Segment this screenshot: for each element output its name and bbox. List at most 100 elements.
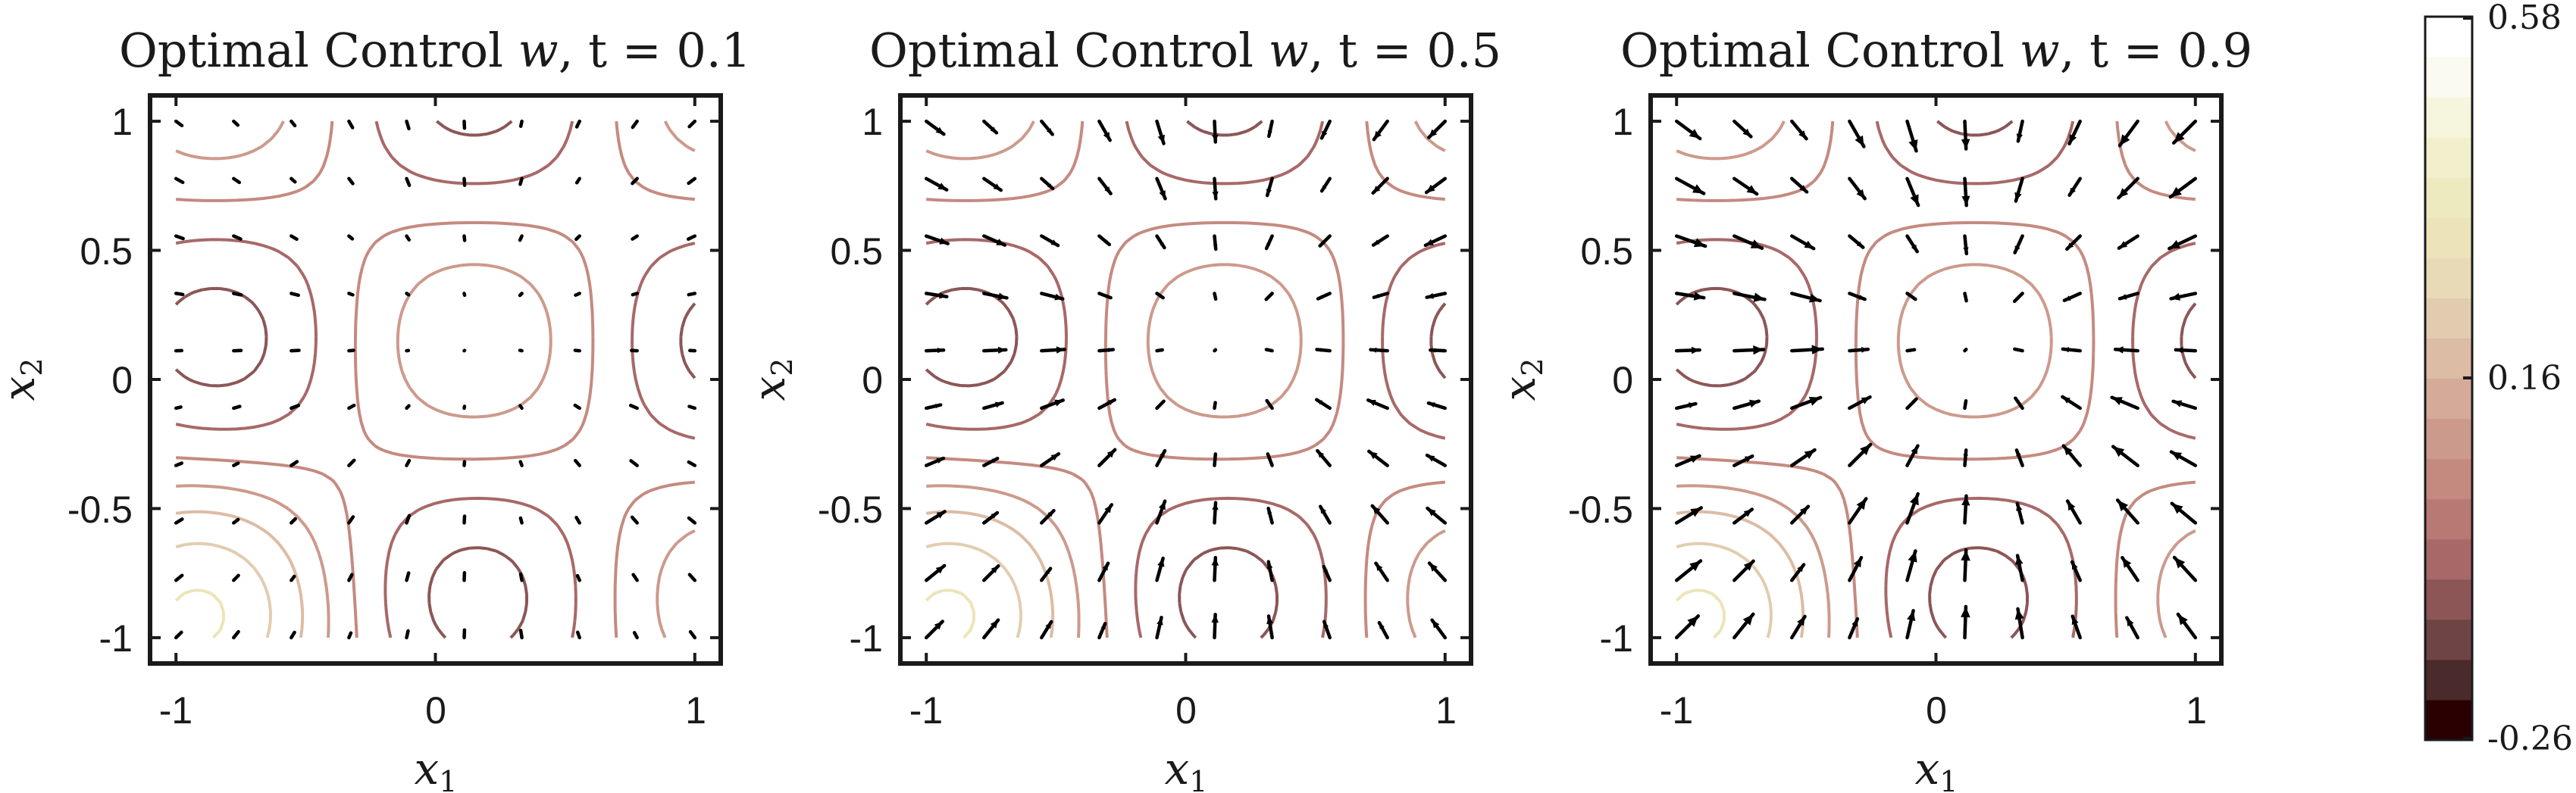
control-arrow — [347, 234, 355, 241]
control-arrowhead — [1050, 454, 1059, 461]
control-arrowhead — [1266, 401, 1270, 404]
control-arrowhead — [352, 349, 354, 351]
control-arrowhead — [688, 180, 692, 183]
control-arrowhead — [631, 461, 634, 464]
control-arrowhead — [352, 405, 355, 407]
control-arrowhead — [2115, 346, 2124, 354]
control-arrow — [574, 292, 581, 297]
control-arrowhead — [2120, 294, 2127, 300]
control-arrowhead — [1316, 399, 1323, 405]
control-arrowhead — [1911, 398, 1917, 404]
control-arrowhead — [937, 183, 947, 190]
control-arrowhead — [1961, 606, 1970, 618]
panel-2: Optimal Control w, t = 0.5 -1 0 1 1 0.5 … — [743, 23, 1501, 793]
control-arrowhead — [406, 631, 409, 634]
control-arrowhead — [350, 181, 353, 184]
control-arrowhead — [1856, 498, 1867, 510]
control-arrowhead — [2015, 398, 2020, 403]
control-arrowhead — [1379, 623, 1385, 629]
control-arrowhead — [1910, 194, 1919, 206]
control-arrowhead — [236, 519, 239, 522]
colorbar-max-label: 0.58 — [2487, 0, 2562, 37]
control-arrowhead — [689, 123, 693, 127]
control-arrowhead — [236, 463, 239, 465]
control-arrowhead — [1322, 130, 1328, 139]
colorbar-swatch — [2425, 418, 2472, 460]
control-arrowhead — [1214, 296, 1216, 299]
control-arrowhead — [180, 292, 183, 295]
control-arrowhead — [2071, 561, 2078, 570]
control-arrowhead — [1804, 240, 1814, 249]
ticks — [150, 95, 721, 663]
control-arrowhead — [2120, 134, 2130, 146]
control-arrow — [518, 460, 524, 467]
control-arrowhead — [2174, 132, 2185, 143]
control-arrowhead — [1693, 292, 1704, 301]
control-arrowhead — [293, 632, 295, 635]
control-arrowhead — [1267, 454, 1272, 459]
control-arrowhead — [632, 237, 635, 239]
control-arrowhead — [1861, 397, 1870, 404]
control-arrowhead — [1102, 563, 1109, 571]
control-arrowhead — [407, 183, 410, 186]
control-arrowhead — [1963, 450, 1968, 456]
control-arrowhead — [407, 515, 410, 519]
control-arrowhead — [690, 349, 692, 351]
control-arrowhead — [1214, 402, 1216, 405]
control-arrowhead — [237, 236, 241, 239]
control-arrowhead — [1427, 508, 1436, 517]
control-arrowhead — [689, 574, 693, 578]
colorbar-swatches — [2425, 17, 2472, 741]
control-arrowhead — [1856, 189, 1865, 199]
control-arrowhead — [1425, 239, 1434, 245]
y-tick-label: -0.5 — [67, 489, 133, 531]
colorbar-swatch — [2425, 579, 2472, 620]
control-arrowhead — [406, 573, 409, 576]
control-arrowhead — [179, 123, 182, 126]
control-arrowhead — [2014, 608, 2024, 620]
control-arrowhead — [995, 401, 1003, 408]
control-arrowhead — [1316, 348, 1322, 352]
control-arrowhead — [1369, 451, 1378, 460]
control-arrowhead — [350, 517, 353, 520]
control-arrowhead — [1319, 241, 1326, 246]
control-arrowhead — [1687, 616, 1698, 627]
control-arrowhead — [575, 461, 578, 464]
y-axis-label: x2 — [743, 358, 799, 401]
control-arrowhead — [236, 123, 238, 126]
contour-line — [925, 542, 1022, 638]
control-arrowhead — [1160, 401, 1164, 405]
control-arrowhead — [236, 575, 239, 578]
control-arrowhead — [1266, 616, 1274, 625]
control-arrowhead — [632, 293, 635, 295]
control-arrowhead — [294, 461, 297, 464]
colorbar-swatch — [2425, 619, 2472, 660]
control-arrowhead — [1691, 346, 1700, 354]
control-arrowhead — [350, 124, 353, 128]
control-arrowhead — [1964, 298, 1967, 301]
control-arrowhead — [1047, 183, 1053, 189]
control-arrow — [518, 404, 524, 411]
x-tick-label: 1 — [685, 689, 706, 732]
control-arrowhead — [463, 126, 466, 129]
control-arrowhead — [1688, 402, 1696, 409]
control-arrowhead — [1811, 345, 1823, 354]
control-arrowhead — [2063, 445, 2073, 456]
control-arrowhead — [1961, 550, 1970, 561]
control-arrowhead — [1160, 242, 1165, 248]
control-arrowhead — [296, 293, 299, 296]
control-arrowhead — [1045, 621, 1052, 629]
control-arrowhead — [632, 124, 636, 128]
control-arrowhead — [293, 519, 296, 521]
control-arrowhead — [1799, 185, 1808, 192]
control-arrowhead — [632, 181, 635, 184]
control-arrowhead — [1689, 129, 1701, 139]
control-arrowhead — [1211, 557, 1219, 566]
control-arrowhead — [1428, 402, 1435, 407]
control-arrowhead — [1160, 349, 1163, 351]
control-arrowhead — [688, 462, 692, 464]
control-arrowhead — [293, 123, 296, 126]
control-arrowhead — [1861, 347, 1868, 353]
control-arrowhead — [2067, 242, 2074, 249]
control-arrowhead — [1045, 568, 1051, 574]
